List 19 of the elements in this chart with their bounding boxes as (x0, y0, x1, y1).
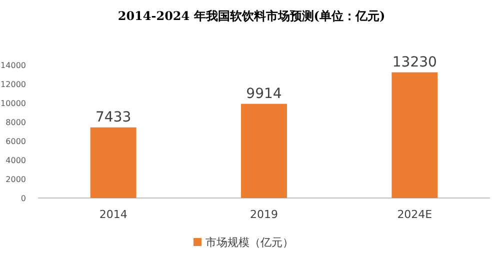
bar (241, 104, 287, 198)
legend-label: 市场规模（亿元） (206, 236, 294, 249)
y-tick-label: 12000 (0, 80, 26, 89)
data-label: 9914 (246, 86, 282, 102)
y-tick-label: 6000 (6, 137, 26, 146)
y-tick-label: 0 (20, 194, 26, 203)
bar (90, 127, 136, 198)
x-tick-label: 2019 (250, 208, 278, 221)
y-tick-label: 4000 (6, 156, 26, 165)
y-tick-label: 10000 (0, 99, 26, 108)
data-label: 7433 (96, 109, 132, 126)
y-tick-label: 8000 (6, 118, 26, 127)
y-tick-label: 14000 (0, 61, 26, 70)
chart-title: 2014-2024 年我国软饮料市场预测(单位：亿元) (118, 9, 386, 23)
y-tick-label: 2000 (6, 175, 26, 184)
x-tick-label: 2014 (99, 208, 128, 221)
x-tick-label: 2024E (397, 208, 432, 221)
data-label: 13230 (392, 54, 437, 70)
bar (392, 72, 438, 198)
